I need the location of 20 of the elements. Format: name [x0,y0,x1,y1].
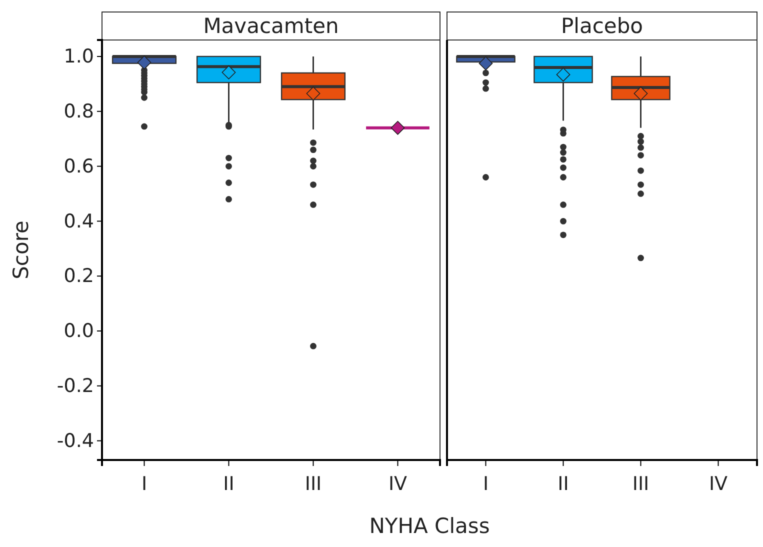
y-tick-label: 0.8 [64,100,94,122]
x-tick-label: I [482,472,489,495]
x-tick-label: III [632,472,650,495]
x-tick-label: III [304,472,322,495]
x-tick-label: II [558,472,569,495]
y-axis-title: Score [9,220,33,280]
y-tick-label: -0.4 [56,430,94,452]
x-tick-label: II [223,472,234,495]
y-tick-label: -0.2 [56,374,94,397]
x-tick-label: IV [388,472,408,495]
x-tick-label: I [141,472,148,495]
y-tick-label: 0.4 [64,210,94,232]
chart-title: Placebo [560,14,644,38]
chart-title: Mavacamten [203,14,339,38]
x-axis-title: NYHA Class [369,514,490,538]
y-tick-label: 0.6 [64,155,94,178]
y-tick-label: 1.0 [64,46,94,68]
x-tick-label: IV [708,472,728,495]
y-tick-label: 0.2 [64,265,94,288]
y-tick-label: 0.0 [64,320,94,342]
